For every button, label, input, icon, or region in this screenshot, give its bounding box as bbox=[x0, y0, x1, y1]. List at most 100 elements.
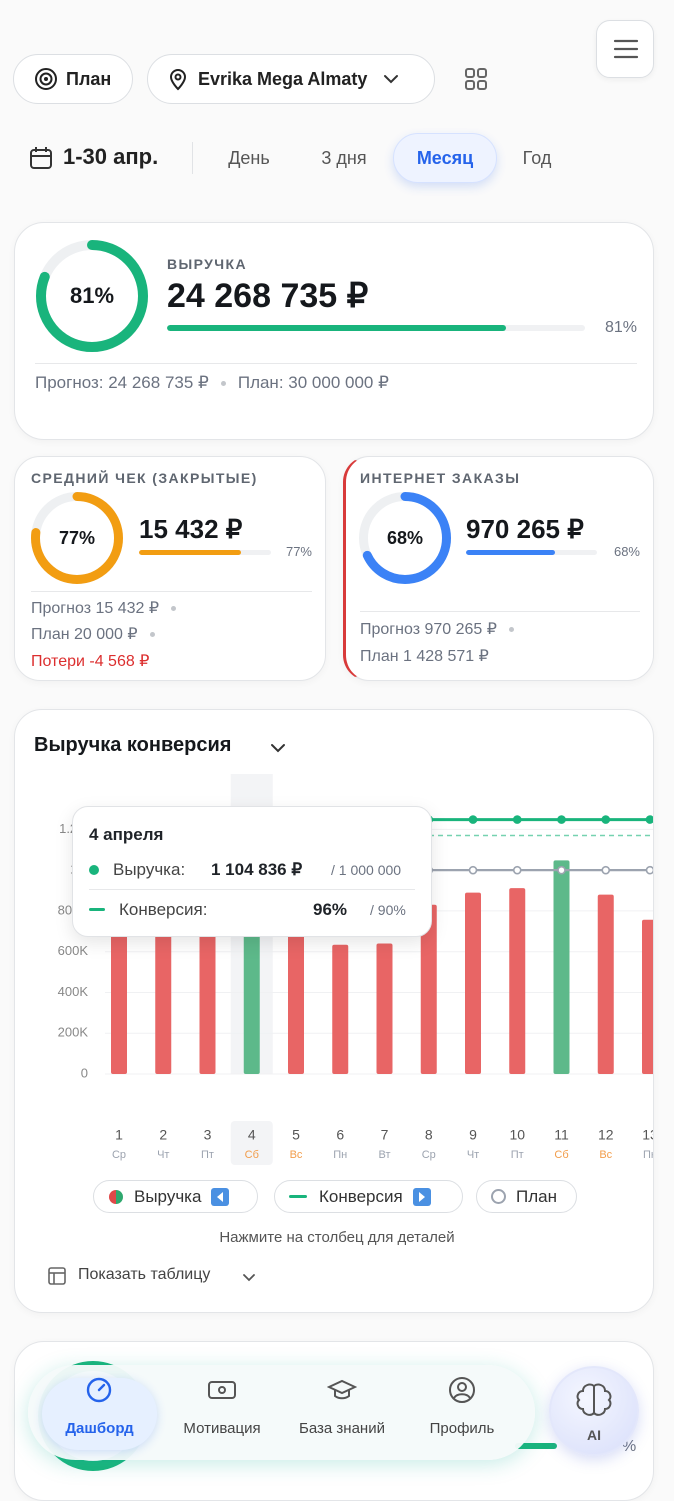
online-orders-percent: 68% bbox=[613, 544, 640, 559]
table-toggle[interactable]: Показать таблицу bbox=[78, 1266, 211, 1283]
nav-item[interactable]: Дашборд bbox=[42, 1376, 157, 1448]
donut-arc bbox=[31, 492, 123, 584]
revenue-donut: 81% bbox=[36, 240, 148, 357]
revenue-card: 81% ВЫРУЧКА 24 268 735 ₽ 81% Прогноз: 24… bbox=[14, 222, 654, 440]
legend-label: План bbox=[516, 1186, 557, 1206]
revenue-footer: Прогноз: 24 268 735 ₽ План: 30 000 000 ₽ bbox=[35, 373, 389, 393]
revenue-percent: 81% bbox=[604, 319, 637, 336]
nav-item[interactable]: База знаний bbox=[282, 1376, 402, 1448]
avg-check-value: 15 432 ₽ bbox=[139, 514, 243, 544]
avg-check-donut: 77% bbox=[31, 492, 123, 589]
period-tab[interactable]: Месяц bbox=[393, 133, 497, 183]
donut-chart: 77% bbox=[31, 492, 123, 584]
series-point bbox=[468, 865, 478, 875]
series-point bbox=[557, 865, 566, 875]
period-range[interactable]: 1-30 апр. bbox=[63, 144, 159, 169]
x-weekday-label: Пн bbox=[643, 1149, 654, 1161]
x-tick-label: 9 bbox=[469, 1127, 477, 1143]
table-icon bbox=[48, 1267, 66, 1285]
series-point bbox=[601, 815, 611, 824]
period-tab[interactable]: День bbox=[228, 148, 270, 168]
period-tab[interactable]: 3 дня bbox=[321, 148, 367, 168]
x-weekday-label: Сб bbox=[245, 1149, 259, 1161]
tooltip-conversion-plan: / 90% bbox=[370, 902, 406, 918]
forecast: Прогноз 970 265 ₽ bbox=[360, 621, 497, 638]
online-orders-title: ИНТЕРНЕТ ЗАКАЗЫ bbox=[360, 470, 521, 486]
period-divider bbox=[192, 142, 193, 174]
period-tab[interactable]: Год bbox=[522, 148, 552, 168]
y-tick-label: 600K bbox=[58, 943, 89, 958]
tooltip-revenue-label: Выручка: bbox=[113, 860, 186, 879]
plan-label: План bbox=[66, 68, 112, 89]
x-weekday-label: Вс bbox=[290, 1149, 303, 1161]
series-point bbox=[645, 815, 653, 824]
legend-swatch bbox=[109, 1189, 123, 1204]
x-weekday-label: Ср bbox=[422, 1149, 436, 1161]
bar bbox=[420, 904, 437, 1074]
y-tick-label: 200K bbox=[58, 1025, 89, 1040]
layout-icon[interactable] bbox=[464, 67, 488, 91]
legend-swatch bbox=[289, 1195, 307, 1198]
plan-button[interactable]: План bbox=[13, 54, 133, 104]
y-tick-label: 0 bbox=[81, 1065, 88, 1080]
tooltip: 4 апреля Выручка: 1 104 836 ₽ / 1 000 00… bbox=[72, 806, 432, 937]
tooltip-conversion-value: 96% bbox=[313, 900, 348, 919]
nav-icon bbox=[449, 1377, 475, 1403]
bar bbox=[155, 919, 172, 1074]
nav-item[interactable]: Мотивация bbox=[162, 1376, 282, 1448]
x-tick-label: 1 bbox=[115, 1127, 123, 1143]
partial-progress bbox=[515, 1443, 557, 1449]
donut-arc bbox=[36, 240, 148, 352]
online-orders-donut: 68% bbox=[359, 492, 451, 589]
online-orders-plan: План 1 428 571 ₽ bbox=[360, 648, 489, 665]
tooltip-revenue-plan: / 1 000 000 bbox=[331, 862, 402, 878]
x-tick-label: 7 bbox=[381, 1127, 389, 1143]
divider bbox=[35, 363, 637, 364]
forecast: Прогноз: 24 268 735 ₽ bbox=[35, 373, 209, 392]
nav-label: Мотивация bbox=[183, 1420, 261, 1437]
series-point bbox=[512, 815, 522, 824]
avg-check-losses: Потери -4 568 ₽ bbox=[31, 653, 150, 670]
series-point bbox=[512, 865, 522, 875]
nav-icon bbox=[208, 1381, 236, 1399]
x-tick-label: 3 bbox=[204, 1127, 212, 1143]
x-tick-label: 10 bbox=[509, 1127, 525, 1143]
nav-icon bbox=[86, 1377, 111, 1403]
x-tick-label: 8 bbox=[425, 1127, 433, 1143]
x-weekday-label: Вт bbox=[378, 1149, 390, 1161]
plan: План 20 000 ₽ bbox=[31, 626, 138, 643]
bar bbox=[597, 894, 614, 1074]
plan: План: 30 000 000 ₽ bbox=[237, 373, 389, 392]
legend-swatch bbox=[491, 1189, 506, 1204]
bar bbox=[111, 906, 127, 1074]
ai-button[interactable]: AI bbox=[549, 1366, 639, 1456]
nav-item[interactable]: Профиль bbox=[402, 1376, 522, 1448]
chart-title[interactable]: Выручка конверсия bbox=[34, 734, 232, 756]
x-tick-label: 12 bbox=[598, 1127, 614, 1143]
legend-plan[interactable]: План bbox=[476, 1180, 577, 1213]
menu-icon bbox=[613, 39, 639, 59]
series-point bbox=[468, 815, 478, 824]
x-tick-label: 4 bbox=[248, 1127, 256, 1143]
x-weekday-label: Пт bbox=[511, 1149, 524, 1161]
divider bbox=[31, 591, 312, 592]
x-weekday-label: Ср bbox=[112, 1149, 126, 1161]
menu-button[interactable] bbox=[596, 20, 654, 78]
x-tick-label: 5 bbox=[292, 1127, 300, 1143]
store-selector[interactable]: Evrika Mega Almaty bbox=[147, 54, 435, 104]
avg-check-plan: План 20 000 ₽ bbox=[31, 624, 167, 644]
revenue-value: 24 268 735 ₽ bbox=[167, 277, 369, 315]
legend-conversion[interactable]: Конверсия bbox=[274, 1180, 463, 1213]
divider bbox=[360, 611, 640, 612]
divider bbox=[89, 889, 415, 890]
axis-right-icon bbox=[412, 1187, 431, 1206]
chevron-icon[interactable] bbox=[240, 1268, 258, 1286]
bar bbox=[332, 944, 349, 1074]
legend-revenue[interactable]: Выручка bbox=[93, 1180, 258, 1213]
donut-label: 81% bbox=[70, 283, 114, 308]
revenue-progress bbox=[167, 325, 506, 331]
axis-left-icon bbox=[211, 1187, 230, 1206]
chevron-icon[interactable] bbox=[268, 738, 288, 758]
nav-icon bbox=[327, 1379, 357, 1400]
